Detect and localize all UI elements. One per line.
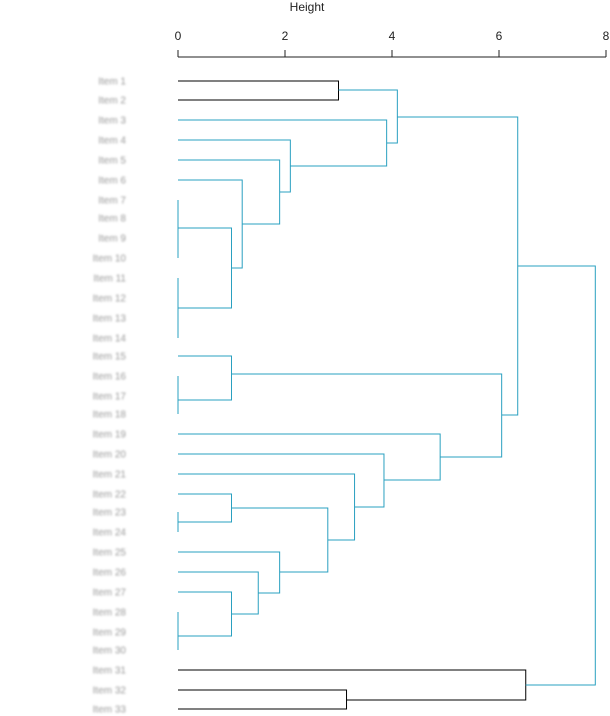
axis-tick-label: 8 (603, 29, 610, 43)
leaf-label: Item 31 (93, 666, 127, 677)
leaf-label: Item 5 (98, 156, 126, 167)
leaf-label: Item 9 (98, 234, 126, 245)
dendrogram-link (178, 433, 441, 481)
dendrogram-link (397, 116, 519, 416)
leaf-label: Item 1 (98, 77, 126, 88)
leaf-label: Item 23 (93, 508, 127, 519)
leaf-label: Item 29 (93, 628, 127, 639)
leaf-label: Item 12 (93, 294, 127, 305)
leaf-label: Item 20 (93, 450, 127, 461)
dendrogram-link (178, 669, 527, 701)
leaf-label: Item 30 (93, 646, 127, 657)
dendrogram-link (178, 571, 259, 615)
dendrogram-link (178, 119, 388, 167)
leaf-label: Item 28 (93, 608, 127, 619)
height-axis: 0 2 4 6 8 (175, 29, 610, 58)
leaf-label: Item 8 (98, 214, 126, 225)
leaf-label: Item 22 (93, 490, 127, 501)
dendrogram-link (178, 689, 348, 710)
leaf-label: Item 2 (98, 96, 126, 107)
dendrogram-link (178, 179, 243, 269)
leaf-label: Item 13 (93, 314, 127, 325)
dendrogram-link (178, 453, 385, 508)
leaf-label: Item 26 (93, 568, 127, 579)
dendrogram-link (178, 159, 281, 225)
leaf-label: Item 21 (93, 470, 127, 481)
leaf-label: Item 18 (93, 410, 127, 421)
dendrogram-link (231, 373, 503, 458)
leaf-label: Item 4 (98, 136, 126, 147)
leaf-label: Item 19 (93, 430, 127, 441)
leaf-label: Item 15 (93, 352, 127, 363)
leaf-label: Item 17 (93, 392, 127, 403)
leaf-label: Item 7 (98, 196, 126, 207)
dendrogram-link (178, 80, 339, 101)
dendrogram-link (517, 265, 596, 686)
leaf-label: Item 6 (98, 176, 126, 187)
leaf-label: Item 33 (93, 705, 127, 716)
leaf-label: Item 25 (93, 548, 127, 559)
dendrogram-link (338, 89, 398, 144)
leaf-label: Item 27 (93, 588, 127, 599)
leaf-label: Item 32 (93, 686, 127, 697)
axis-tick-label: 2 (282, 29, 289, 43)
axis-tick-label: 4 (389, 29, 396, 43)
dendrogram-link (178, 493, 232, 523)
dendrogram-link (178, 227, 232, 309)
dendrogram-link (178, 355, 232, 401)
axis-title: Height (290, 0, 325, 14)
leaf-label: Item 24 (93, 528, 127, 539)
leaf-label: Item 16 (93, 372, 127, 383)
dendrogram-link (178, 591, 232, 637)
leaf-label: Item 14 (93, 334, 127, 345)
leaf-label: Item 3 (98, 116, 126, 127)
leaf-label: Item 11 (93, 274, 126, 285)
leaf-labels: Item 1 Item 2 Item 3 Item 4 Item 5 Item 6 Item… (93, 77, 127, 716)
dendrogram-link (178, 139, 291, 193)
axis-tick-label: 6 (496, 29, 503, 43)
axis-tick-label: 0 (175, 29, 182, 43)
leaf-label: Item 10 (93, 254, 127, 265)
dendrogram-links (177, 80, 596, 710)
